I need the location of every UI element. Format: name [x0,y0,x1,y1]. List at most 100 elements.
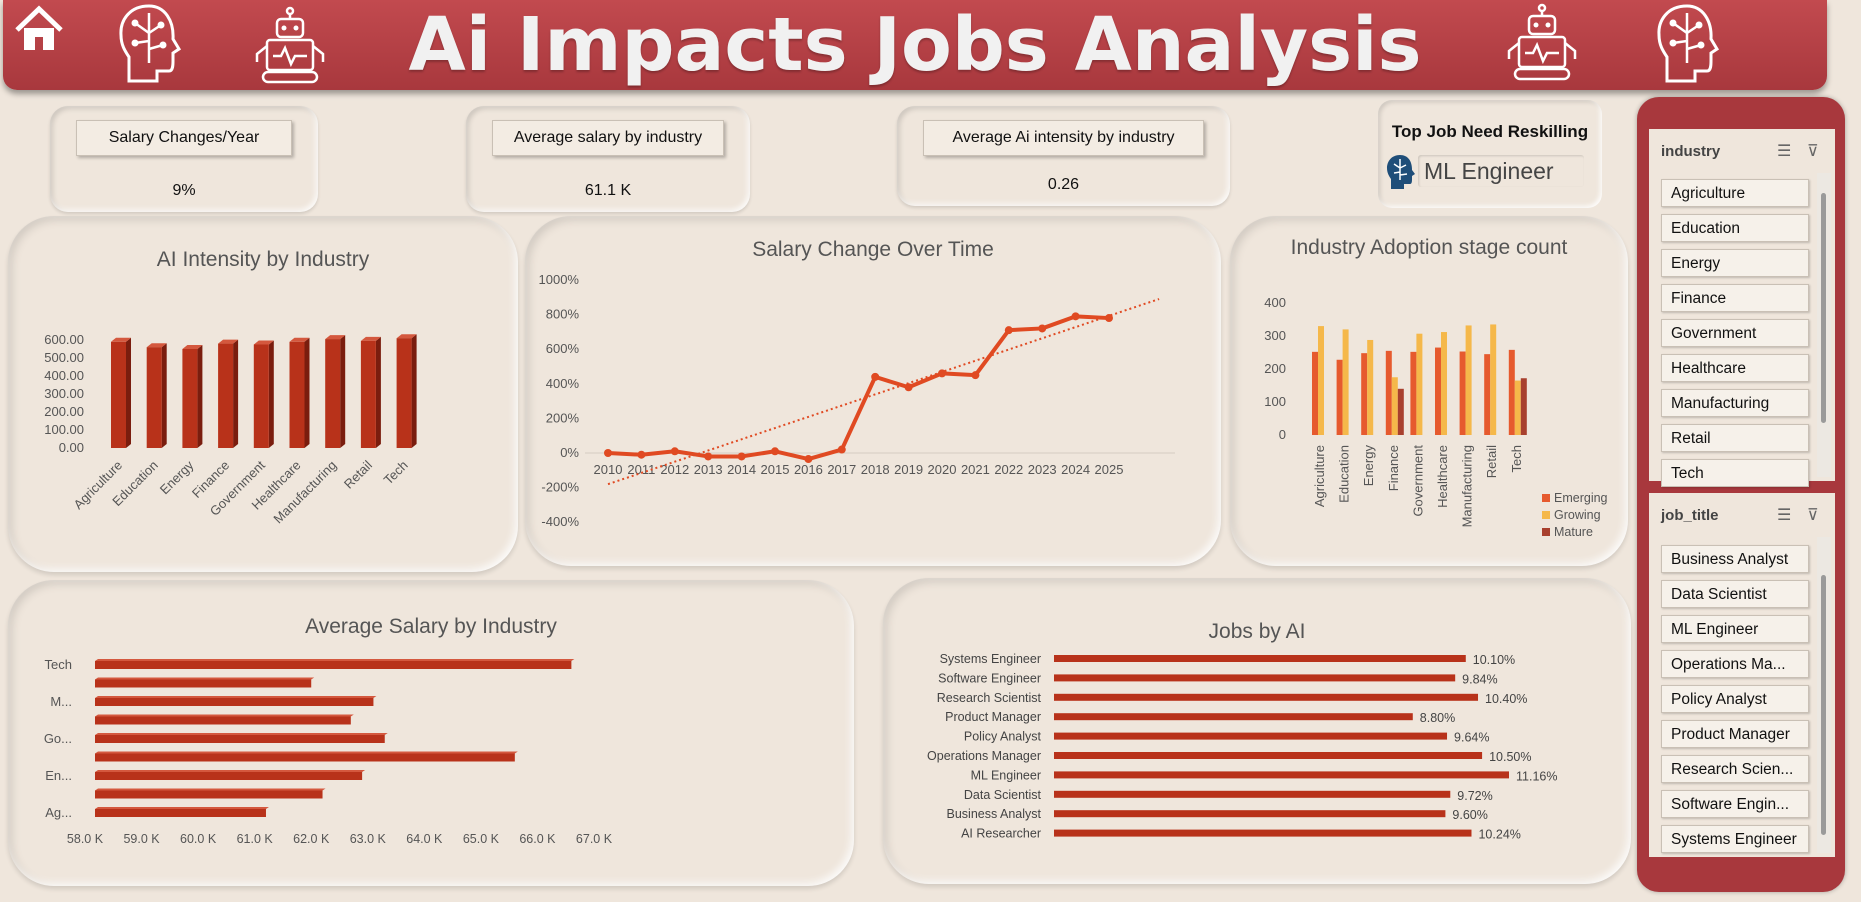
bar [1410,351,1417,435]
slicer-item[interactable]: Agriculture [1661,179,1809,207]
bar-top [95,788,326,791]
x-tick-label: 64.0 K [406,832,443,846]
average-salary-chart: 58.0 K 59.0 K 60.0 K 61.0 K 62.0 K 63.0 K 64.0… [44,657,613,846]
slicer-item[interactable]: Systems Engineer [1661,825,1809,853]
slicer-item[interactable]: Policy Analyst [1661,685,1809,713]
clear-filter-icon[interactable]: ⊽ [1807,507,1819,524]
slicer-item[interactable]: Business Analyst [1661,545,1809,573]
x-tick-label: 2021 [961,462,990,477]
panel-jobs-by-ai: Jobs by AI Systems Engineer 10.10% Softwar… [883,578,1631,884]
slicer-item[interactable]: Finance [1661,284,1809,312]
bar [182,349,198,448]
slicer-item[interactable]: Research Scien... [1661,755,1809,783]
scrollbar-thumb[interactable] [1821,193,1826,423]
slicer-item[interactable]: Software Engin... [1661,790,1809,818]
bar [1520,378,1527,435]
y-tick-label: Go... [44,731,72,746]
x-tick-label: 60.0 K [180,832,217,846]
slicer-item[interactable]: ML Engineer [1661,615,1809,643]
bar [1484,354,1491,435]
x-tick-label: Manufacturing [1460,445,1475,527]
bar-top [95,807,269,809]
legend-label: Emerging [1554,491,1608,505]
scrollbar-thumb[interactable] [1821,575,1826,835]
bar [95,698,374,706]
slicer-panel: industry ☰ ⊽ Agriculture Education Energy F… [1637,97,1845,892]
data-label: 10.50% [1489,750,1531,764]
bar [1054,752,1483,759]
x-tick-label: 2018 [861,462,890,477]
x-tick-label: 67.0 K [576,832,613,846]
adoption-stage-chart: 0 100 200 300 400 Agriculture Education Energy F… [1264,295,1608,539]
multi-select-icon[interactable]: ☰ [1777,507,1792,524]
bar [218,343,234,448]
slicer-scrollbar[interactable] [1817,173,1831,477]
slicer-item[interactable]: Retail [1661,424,1809,452]
slicer-item[interactable]: Government [1661,319,1809,347]
bar [95,679,312,688]
bar-side [126,337,131,448]
slicer-item[interactable]: Product Manager [1661,720,1809,748]
bar-side [411,334,417,448]
x-tick-label: Government [1410,445,1425,517]
bar [95,661,572,669]
bar [111,341,126,448]
x-tick-label: 59.0 K [123,832,160,846]
y-tick-label: 0.00 [59,440,84,455]
y-tick-label: 600% [546,341,580,356]
kpi-avg-ai: Average Ai intensity by industry 0.26 [897,106,1230,206]
slicer-item[interactable]: Manufacturing [1661,389,1809,417]
y-tick-label: Business Analyst [947,807,1042,821]
bar [396,338,412,448]
slicer-item[interactable]: Operations Ma... [1661,650,1809,678]
x-tick-label: 63.0 K [350,832,387,846]
bar [1385,350,1392,435]
brain-head-icon [119,4,182,83]
x-tick-label: Retail [1484,445,1499,478]
data-point [604,449,612,457]
chart-title: Salary Change Over Time [752,238,994,261]
slicer-item[interactable]: Healthcare [1661,354,1809,382]
bar-top [396,334,417,339]
y-tick-label: 200 [1264,361,1286,376]
slicer-scrollbar[interactable] [1817,537,1831,853]
slicer-item[interactable]: Energy [1661,249,1809,277]
legend-swatch [1542,494,1550,502]
bar-top [95,714,354,717]
panel-salary-change: Salary Change Over Time -400% -200% 0% 200%… [525,216,1221,566]
bar-top [95,733,388,735]
y-tick-label: 1000% [539,272,580,287]
slicer-item[interactable]: Education [1661,214,1809,242]
chart-title: Jobs by AI [1208,620,1306,643]
x-tick-label: Retail [341,457,375,491]
panel-adoption-stage: Industry Adoption stage count 0 100 200 300… [1230,216,1628,566]
top-job-label: Top Job Need Reskilling [1391,122,1589,141]
slicer-item[interactable]: Tech [1661,459,1809,487]
bar [1054,810,1446,818]
bar-top [253,340,274,345]
brain-head-icon [1387,155,1415,189]
salary-change-chart: -400% -200% 0% 200% 400% 600% 800% 1000% 2010 201… [539,272,1175,529]
y-tick-label: -400% [541,514,579,529]
bar [1336,359,1343,435]
bar [289,341,305,448]
data-label: 9.84% [1462,672,1497,686]
y-tick-label: Ag... [45,805,72,820]
bar [1490,324,1497,435]
multi-select-icon[interactable]: ☰ [1777,143,1792,160]
data-label: 10.40% [1485,692,1527,706]
bar-side [233,339,239,448]
bar-top [146,343,167,348]
x-tick-label: 61.0 K [237,832,274,846]
legend-swatch [1542,528,1550,536]
y-tick-label: 400.00 [44,368,84,383]
data-label: 8.80% [1420,711,1455,725]
industry-slicer: industry ☰ ⊽ Agriculture Education Energy F… [1649,129,1835,487]
bar [1459,351,1466,435]
x-tick-label: 2011 [627,462,655,477]
slicer-item[interactable]: Data Scientist [1661,580,1809,608]
bar [1416,333,1423,435]
clear-filter-icon[interactable]: ⊽ [1807,143,1819,160]
home-icon[interactable] [13,4,65,54]
data-label: 9.72% [1457,789,1492,803]
